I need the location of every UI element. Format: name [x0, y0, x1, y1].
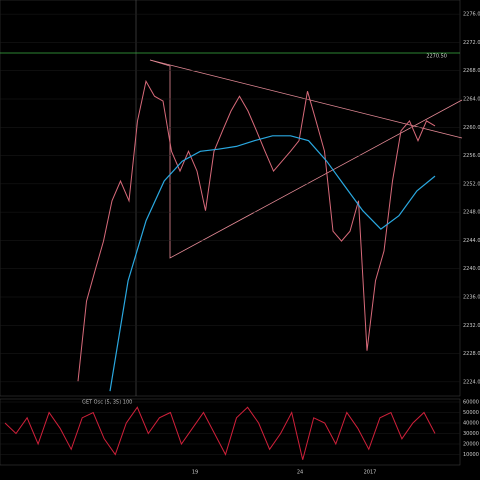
y-tick-label: 2236.00 — [463, 295, 480, 301]
y-tick-label: 2256.00 — [463, 153, 480, 159]
y-tick-label: 50000 — [463, 410, 479, 416]
y-tick-label: 2224.00 — [463, 379, 480, 385]
y-tick-label: 60000 — [463, 400, 479, 406]
price-panel — [0, 0, 461, 397]
osc-panel — [0, 398, 461, 466]
osc-title: GET Osc (5, 35) 100 — [82, 400, 132, 406]
y-tick-label: 2252.00 — [463, 181, 480, 187]
y-tick-label: 20000 — [463, 442, 479, 448]
x-tick-label: 24 — [297, 470, 303, 476]
triangle-left — [149, 59, 463, 259]
y-tick-label: 2232.00 — [463, 323, 480, 329]
y-tick-label: 40000 — [463, 421, 479, 427]
series-line — [77, 79, 436, 382]
y-tick-label: 2228.00 — [463, 351, 480, 357]
y-tick-label: 2240.00 — [463, 266, 480, 272]
y-tick-label: 30000 — [463, 431, 479, 437]
y-tick-label: 2260.00 — [463, 125, 480, 131]
y-tick-label: 2264.00 — [463, 97, 480, 103]
y-tick-label: 2244.00 — [463, 238, 480, 244]
x-tick-label: 19 — [192, 470, 198, 476]
y-tick-label: 2272.00 — [463, 40, 480, 46]
x-tick-label: 2017 — [364, 470, 377, 476]
y-tick-label: 10000 — [463, 452, 479, 458]
series-line — [4, 406, 436, 460]
y-tick-label: 2268.00 — [463, 68, 480, 74]
y-tick-label: 2248.00 — [463, 210, 480, 216]
reference-label: 2270.50 — [426, 54, 447, 60]
y-tick-label: 2276.00 — [463, 12, 480, 18]
series-line — [109, 135, 436, 392]
